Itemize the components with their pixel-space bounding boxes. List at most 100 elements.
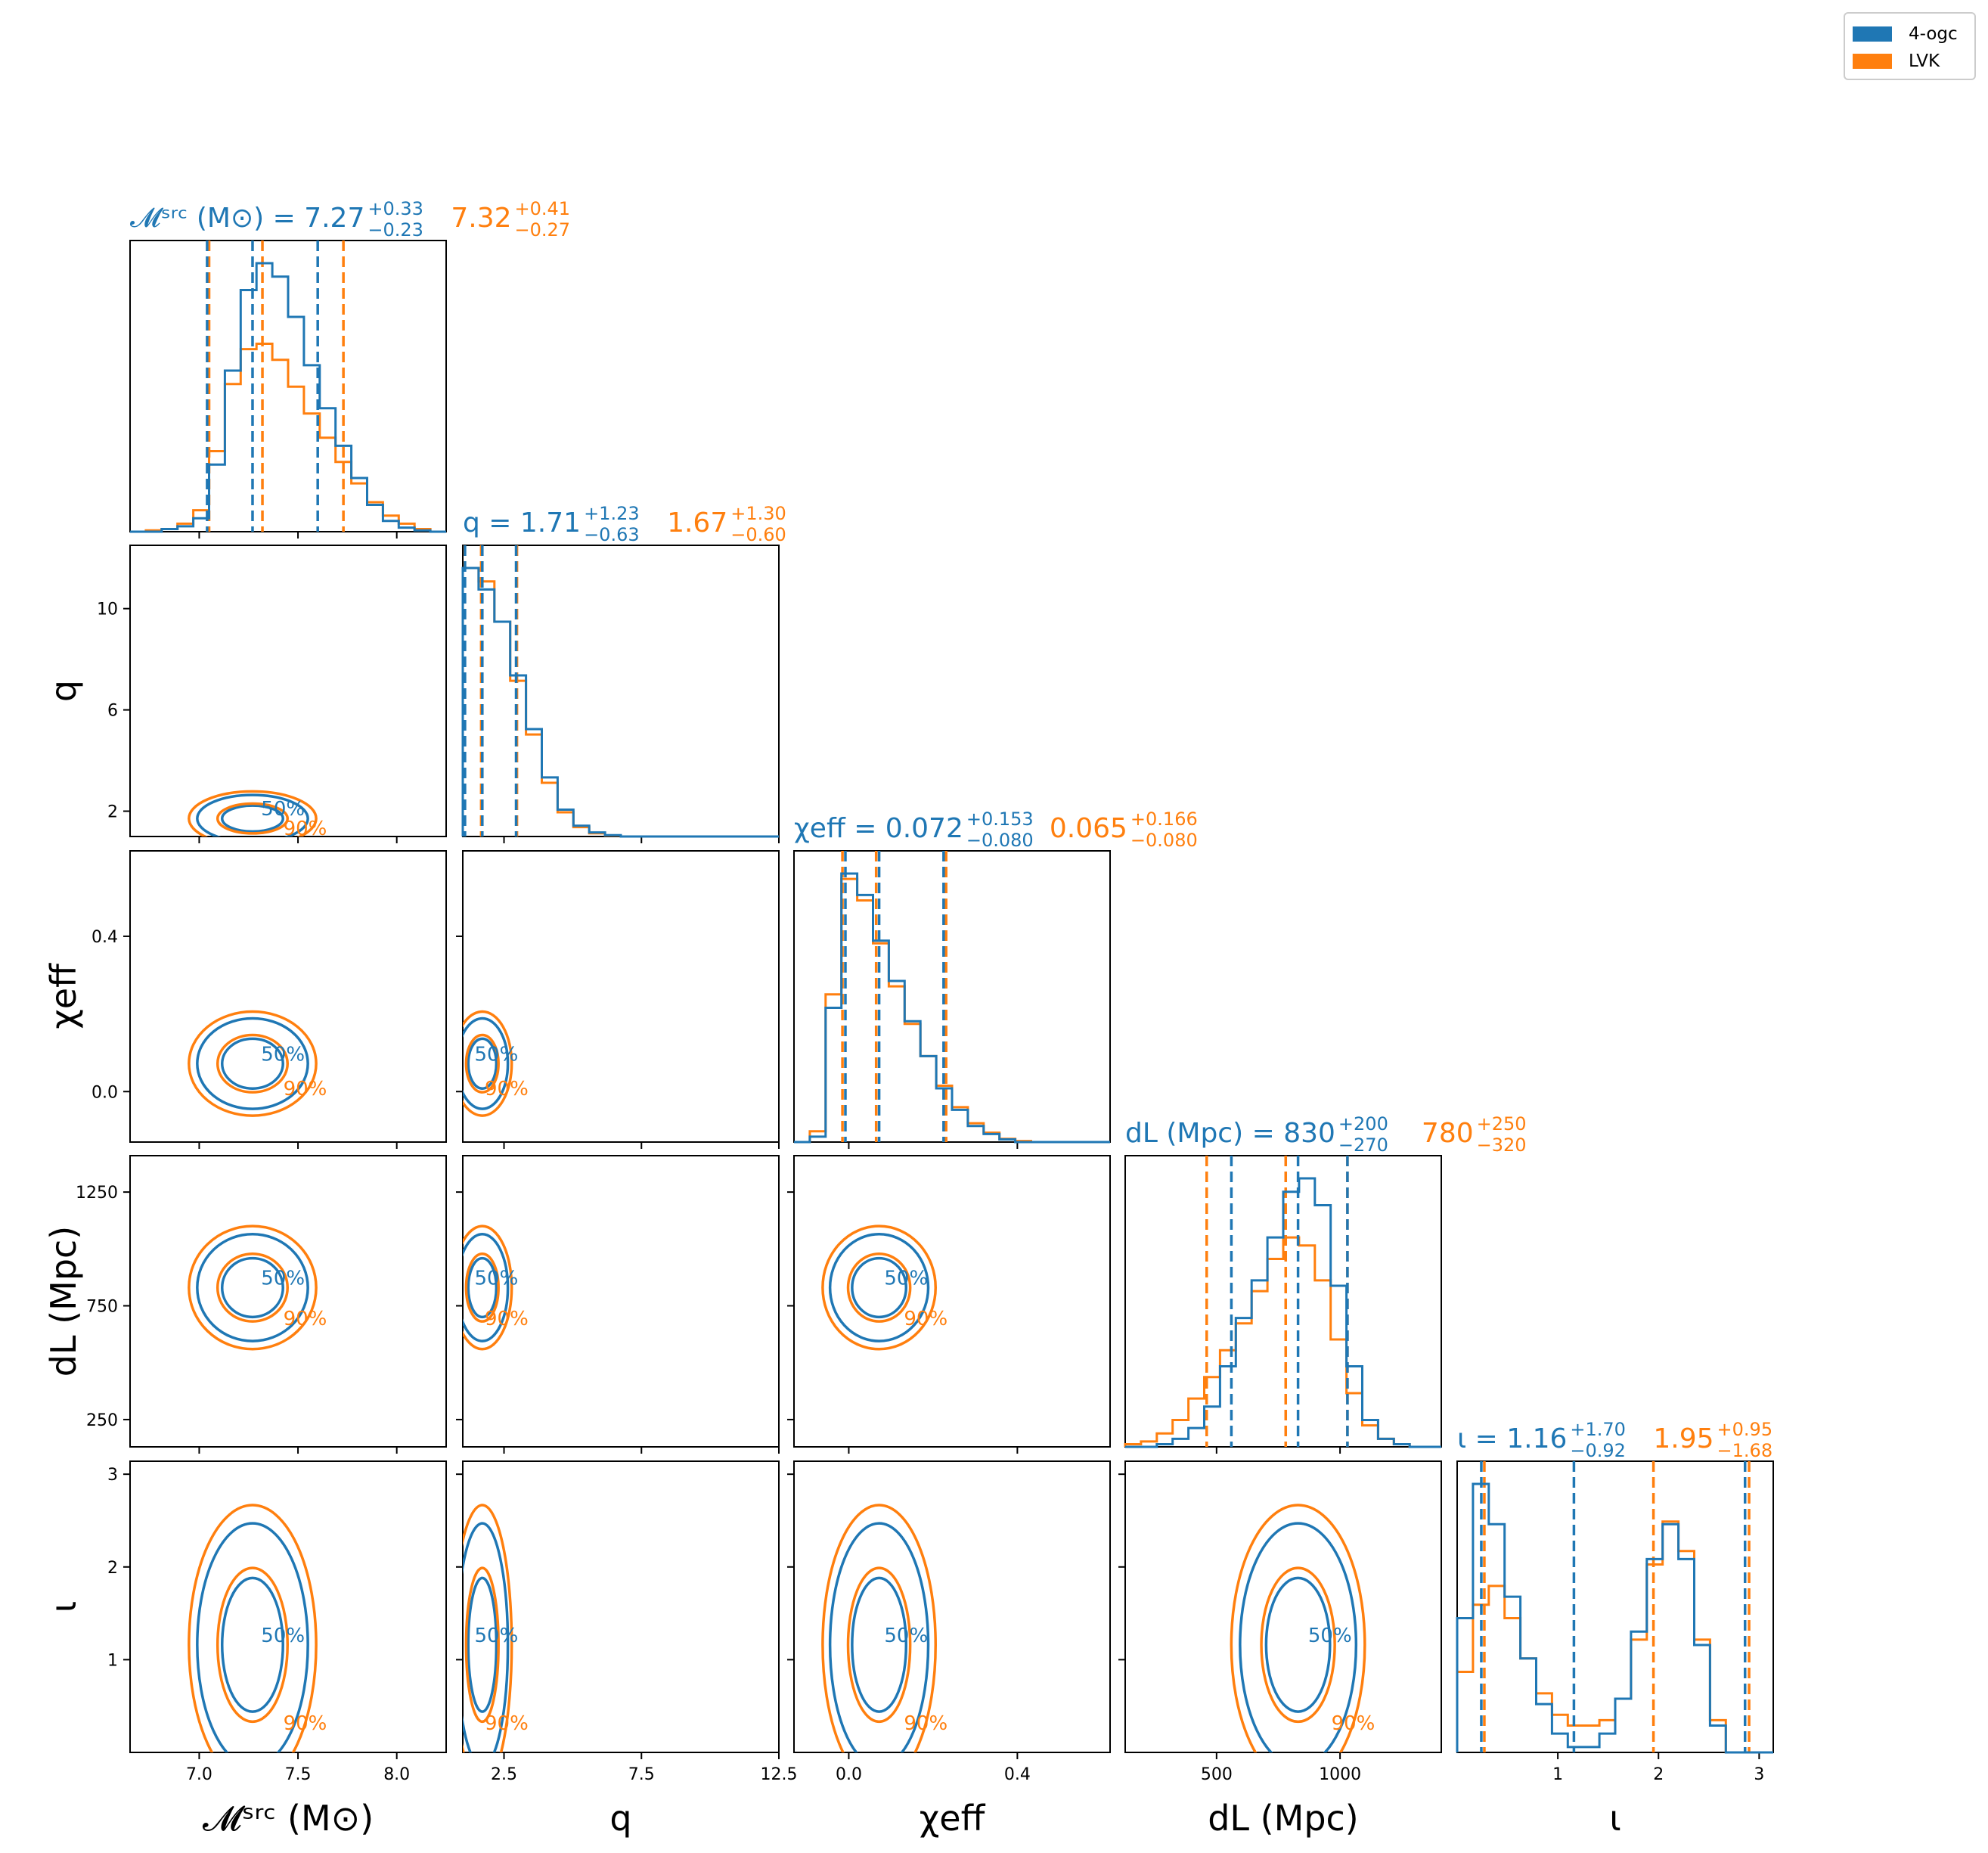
contour-dl-chi-lvk-1 (821, 1224, 938, 1351)
contour-label-dl-chi-90: 90% (904, 1308, 947, 1330)
xtick-label-mc-2: 8.0 (383, 1765, 410, 1784)
legend-swatch-ogc (1853, 26, 1892, 42)
panel-q-mc (129, 545, 447, 837)
xtick-label-chi-0: 0.0 (836, 1765, 862, 1784)
xlabel-chi: χeff (920, 1798, 986, 1839)
ylabel-chi: χeff (43, 963, 84, 1029)
contour-iota-chi-ogc-1 (828, 1522, 930, 1752)
contour-chi-q-lvk-0 (464, 1033, 500, 1094)
title-mc-ogc-plus: +0.33 (368, 198, 423, 219)
title-iota-ogc-minus: −0.92 (1570, 1440, 1626, 1461)
hist-q-ogc (461, 566, 779, 838)
contour-iota-chi-lvk-1 (821, 1504, 937, 1752)
contour-chi-mc-ogc-1 (196, 1017, 309, 1110)
contour-chi-mc-ogc-0 (220, 1037, 284, 1090)
contour-label-iota-chi-90: 90% (904, 1712, 947, 1735)
contour-iota-q-lvk-0 (464, 1566, 500, 1724)
contour-iota-q-lvk-1 (463, 1504, 513, 1752)
contour-label-iota-dl-90: 90% (1332, 1712, 1375, 1735)
contour-chi-q-ogc-1 (463, 1017, 510, 1110)
contour-chi-mc-lvk-0 (216, 1033, 289, 1094)
title-iota-ogc-plus: +1.70 (1570, 1419, 1626, 1440)
title-iota-lvk-minus: −1.68 (1717, 1440, 1773, 1461)
contour-label-q-mc-90: 90% (284, 818, 327, 840)
hist-q-lvk (461, 566, 779, 838)
panel-chi-chi (793, 850, 1111, 1143)
title-dl-ogc: dL (Mpc) = 830 (1125, 1118, 1335, 1149)
ytick-label-iota-2: 3 (107, 1466, 118, 1485)
xtick-label-iota-0: 1 (1552, 1765, 1563, 1784)
contour-label-dl-mc-90: 90% (284, 1308, 327, 1330)
legend-label-lvk: LVK (1909, 51, 1940, 71)
contour-dl-q-ogc-0 (467, 1256, 498, 1319)
panel-dl-q (462, 1155, 780, 1448)
title-q-lvk-minus: −0.60 (730, 524, 786, 545)
legend-label-ogc: 4-ogc (1909, 24, 1958, 44)
contour-q-mc-ogc-1 (196, 793, 309, 836)
title-chi-lvk-plus: +0.166 (1130, 809, 1198, 830)
title-dl-lvk: 780 (1422, 1118, 1474, 1149)
hist-dl-lvk (1124, 1236, 1441, 1448)
contour-iota-q-ogc-0 (467, 1576, 498, 1713)
hist-mc-lvk (130, 343, 446, 533)
xlabel-q: q (609, 1798, 631, 1839)
contour-chi-q-lvk-1 (463, 1010, 513, 1117)
contour-label-chi-q-90: 90% (485, 1078, 529, 1100)
contour-chi-mc-lvk-1 (188, 1010, 318, 1117)
contour-label-iota-dl-50: 50% (1308, 1625, 1352, 1647)
contour-iota-mc-lvk-0 (216, 1566, 289, 1724)
xtick-label-q-2: 12.5 (761, 1765, 798, 1784)
title-chi-ogc: χeff = 0.072 (794, 813, 963, 844)
legend: 4-ogc LVK (1844, 12, 1976, 80)
ytick-label-q-1: 6 (107, 702, 118, 721)
contour-iota-dl-lvk-0 (1260, 1566, 1336, 1724)
contour-label-chi-mc-90: 90% (284, 1078, 327, 1100)
ytick-label-iota-0: 1 (107, 1651, 118, 1670)
xtick-label-dl-1: 1000 (1319, 1765, 1361, 1784)
ytick-label-q-0: 2 (107, 803, 118, 822)
ytick-label-dl-2: 1250 (76, 1184, 118, 1203)
ylabel-iota: ι (43, 1601, 84, 1613)
xtick-label-iota-2: 3 (1754, 1765, 1764, 1784)
contour-q-mc-lvk-0 (216, 802, 289, 835)
hist-chi-ogc (794, 872, 1110, 1144)
ytick-label-chi-1: 0.4 (91, 928, 118, 947)
title-mc-ogc-minus: −0.23 (368, 219, 423, 241)
panel-dl-chi (793, 1155, 1111, 1448)
title-iota-ogc: ι = 1.16 (1457, 1423, 1567, 1454)
contour-dl-q-lvk-0 (464, 1252, 500, 1323)
legend-item-lvk: LVK (1853, 51, 1940, 71)
contour-iota-dl-lvk-1 (1230, 1504, 1366, 1752)
contour-label-dl-q-90: 90% (485, 1308, 529, 1330)
xtick-label-iota-1: 2 (1653, 1765, 1664, 1784)
panel-chi-mc (129, 850, 447, 1143)
ytick-label-iota-1: 2 (107, 1559, 118, 1578)
title-mc-lvk: 7.32 (451, 203, 511, 234)
contour-chi-q-ogc-0 (467, 1037, 498, 1090)
contour-label-iota-chi-50: 50% (884, 1625, 928, 1647)
title-mc-lvk-plus: +0.41 (515, 198, 571, 219)
contour-iota-mc-ogc-1 (196, 1522, 309, 1752)
title-mc-ogc: 𝓜ˢʳᶜ (M⊙) = 7.27 (130, 203, 364, 234)
contour-label-dl-q-50: 50% (475, 1267, 519, 1290)
contour-dl-chi-lvk-0 (846, 1252, 912, 1323)
contour-iota-chi-ogc-0 (851, 1576, 908, 1713)
legend-item-ogc: 4-ogc (1853, 24, 1958, 44)
xtick-label-q-0: 2.5 (491, 1765, 517, 1784)
contour-iota-chi-lvk-0 (846, 1566, 912, 1724)
panel-mc-mc (129, 240, 447, 532)
title-dl-lvk-plus: +250 (1477, 1113, 1527, 1134)
ytick-label-dl-0: 250 (86, 1411, 118, 1430)
title-iota-lvk: 1.95 (1653, 1423, 1714, 1454)
title-chi-ogc-plus: +0.153 (966, 809, 1034, 830)
contour-label-dl-mc-50: 50% (261, 1267, 305, 1290)
xtick-label-dl-0: 500 (1201, 1765, 1233, 1784)
contour-q-mc-lvk-1 (188, 790, 318, 836)
contour-label-iota-mc-50: 50% (261, 1625, 305, 1647)
panel-iota-chi (793, 1460, 1111, 1753)
xtick-label-chi-1: 0.4 (1004, 1765, 1031, 1784)
title-mc-lvk-minus: −0.27 (515, 219, 571, 241)
title-chi-lvk-minus: −0.080 (1130, 830, 1198, 851)
contour-dl-chi-ogc-1 (828, 1233, 930, 1342)
